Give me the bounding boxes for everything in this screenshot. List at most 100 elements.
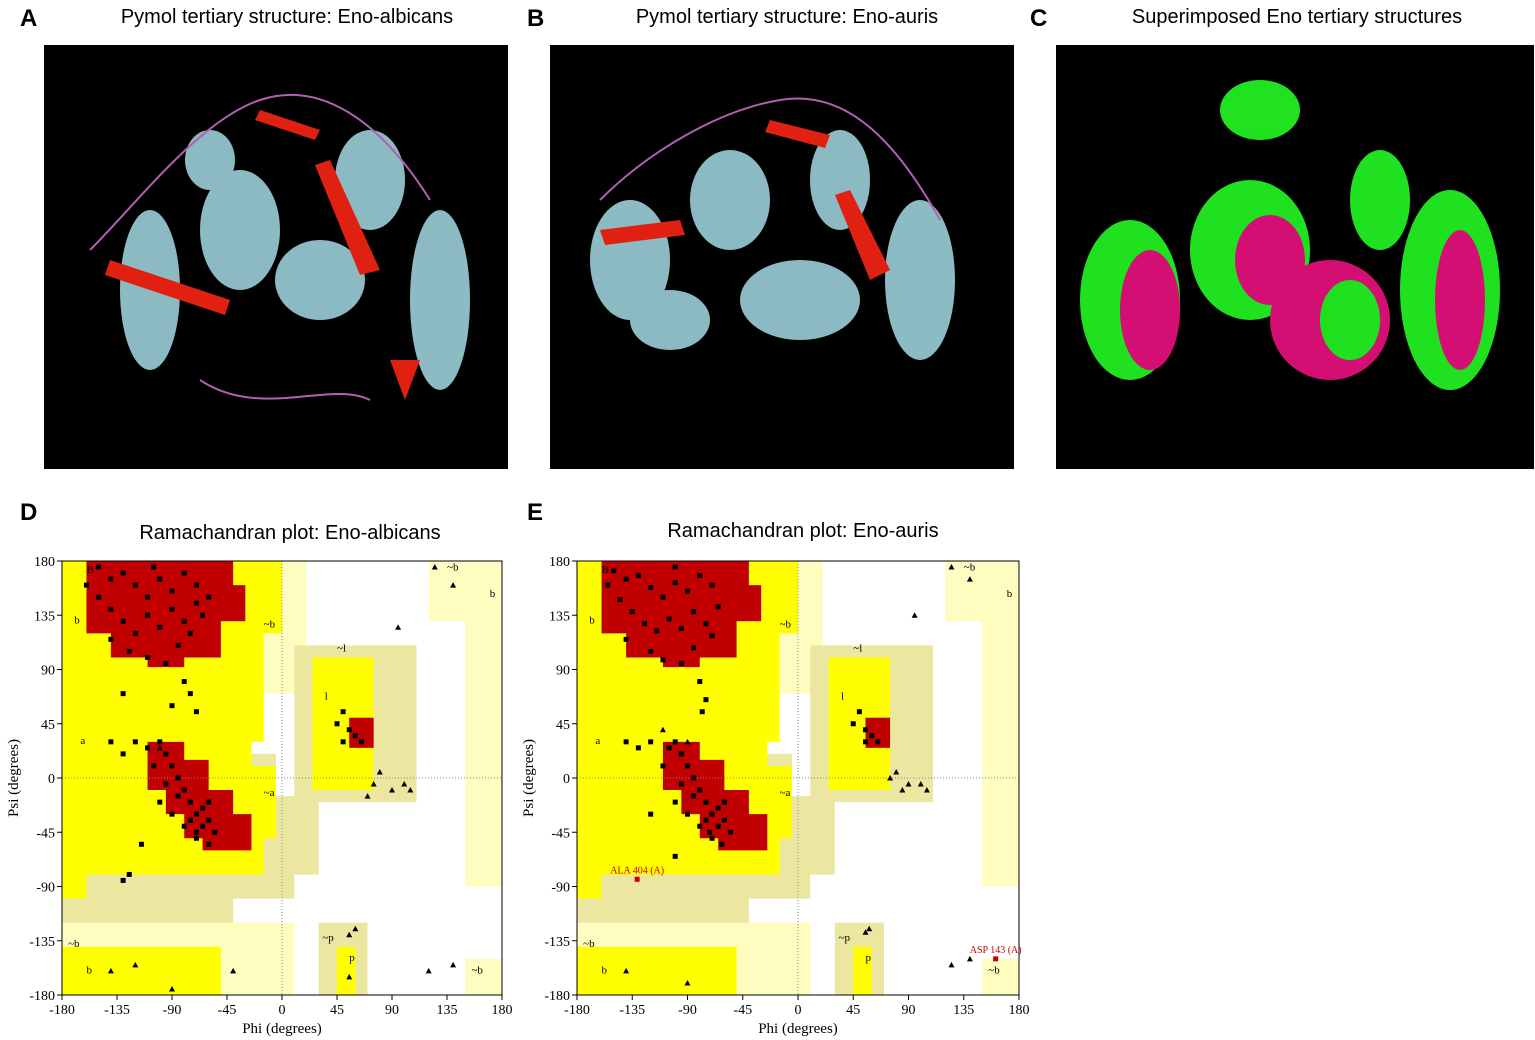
residue-point <box>648 648 654 654</box>
residue-point <box>672 739 678 745</box>
residue-point <box>629 609 635 615</box>
residue-point <box>334 721 340 727</box>
residue-point <box>703 621 709 627</box>
structure-image-a <box>44 45 508 469</box>
residue-point <box>163 781 169 787</box>
residue-point <box>611 568 617 574</box>
x-tick-label: -135 <box>104 1003 130 1018</box>
residue-point <box>145 654 151 660</box>
region-label: ~b <box>264 618 276 630</box>
residue-point <box>707 829 713 835</box>
glycine-point <box>866 925 873 932</box>
y-axis-label: Psi (degrees) <box>521 739 537 817</box>
y-tick-label: 0 <box>563 772 570 787</box>
residue-point <box>108 576 114 582</box>
y-tick-label: 135 <box>34 609 55 624</box>
residue-point <box>869 733 875 739</box>
glycine-point <box>169 985 175 992</box>
residue-point <box>187 630 193 636</box>
residue-point <box>151 564 157 570</box>
panel-title: Pymol tertiary structure: Eno-albicans <box>121 6 453 28</box>
residue-point <box>993 956 999 962</box>
glycine-point <box>659 726 666 733</box>
panel-title: Superimposed Eno tertiary structures <box>1132 6 1462 28</box>
residue-point <box>126 871 132 877</box>
glycine-point <box>923 787 930 793</box>
region-label: p <box>349 952 355 964</box>
residue-point <box>163 751 169 757</box>
glycine-point <box>948 564 955 570</box>
region-label: l <box>325 691 328 703</box>
region-label: b <box>74 615 80 627</box>
region-label: p <box>866 952 872 964</box>
residue-point <box>206 817 212 823</box>
region-label: ~b <box>583 938 595 950</box>
residue-point <box>145 612 151 618</box>
residue-point <box>623 576 629 582</box>
residue-point <box>715 604 721 610</box>
y-tick-label: -45 <box>36 826 55 841</box>
x-tick-label: 0 <box>795 1003 802 1018</box>
residue-point <box>703 799 709 805</box>
glycine-point <box>684 979 691 986</box>
x-axis-label: Phi (degrees) <box>242 1021 322 1037</box>
y-tick-label: -135 <box>544 935 570 950</box>
residue-point <box>697 679 703 685</box>
residue-point <box>175 775 181 781</box>
residue-point <box>126 648 132 654</box>
residue-point <box>120 751 126 757</box>
x-tick-label: 0 <box>279 1003 286 1018</box>
glycine-point <box>899 787 906 793</box>
residue-point <box>697 572 703 578</box>
x-tick-label: 180 <box>492 1003 513 1018</box>
residue-point <box>193 582 199 588</box>
glycine-point <box>917 781 924 787</box>
glycine-point <box>966 955 973 962</box>
glycine-point <box>230 967 237 974</box>
chart-title: Ramachandran plot: Eno-auris <box>667 520 938 542</box>
residue-point <box>193 709 199 715</box>
residue-point <box>83 582 89 588</box>
residue-point <box>666 616 672 622</box>
residue-point <box>721 799 727 805</box>
region-label: b <box>1007 588 1013 600</box>
residue-point <box>169 763 175 769</box>
residue-point <box>200 823 206 829</box>
residue-point <box>151 763 157 769</box>
residue-point <box>850 721 856 727</box>
residue-point <box>672 564 678 570</box>
residue-point <box>699 709 705 715</box>
residue-point <box>187 817 193 823</box>
x-tick-label: 45 <box>330 1003 344 1018</box>
residue-point <box>856 709 862 715</box>
residue-point <box>145 594 151 600</box>
x-tick-label: -135 <box>619 1003 645 1018</box>
glycine-point <box>376 768 383 775</box>
residue-point <box>634 876 640 882</box>
residue-point <box>187 691 193 697</box>
residue-point <box>703 697 709 703</box>
y-tick-label: -135 <box>29 935 55 950</box>
x-tick-label: -90 <box>163 1003 182 1018</box>
region-label: ~l <box>853 642 862 654</box>
residue-point <box>96 594 102 600</box>
glycine-point <box>352 925 359 932</box>
y-tick-label: 0 <box>48 772 55 787</box>
region-label: B <box>602 564 609 576</box>
residue-point <box>340 709 346 715</box>
region-label: a <box>80 735 85 747</box>
residue-point <box>181 570 187 576</box>
region-label: ~a <box>264 787 275 799</box>
residue-point <box>875 739 881 745</box>
glycine-point <box>450 582 457 588</box>
glycine-point <box>966 576 973 582</box>
panel-letter: A <box>20 5 37 32</box>
residue-point <box>685 811 690 817</box>
residue-point <box>648 739 654 745</box>
glycine-point <box>107 967 114 974</box>
region-label: ~b <box>447 562 459 574</box>
residue-point <box>206 841 212 847</box>
panel-letter: B <box>527 5 544 32</box>
residue-point <box>120 691 126 697</box>
